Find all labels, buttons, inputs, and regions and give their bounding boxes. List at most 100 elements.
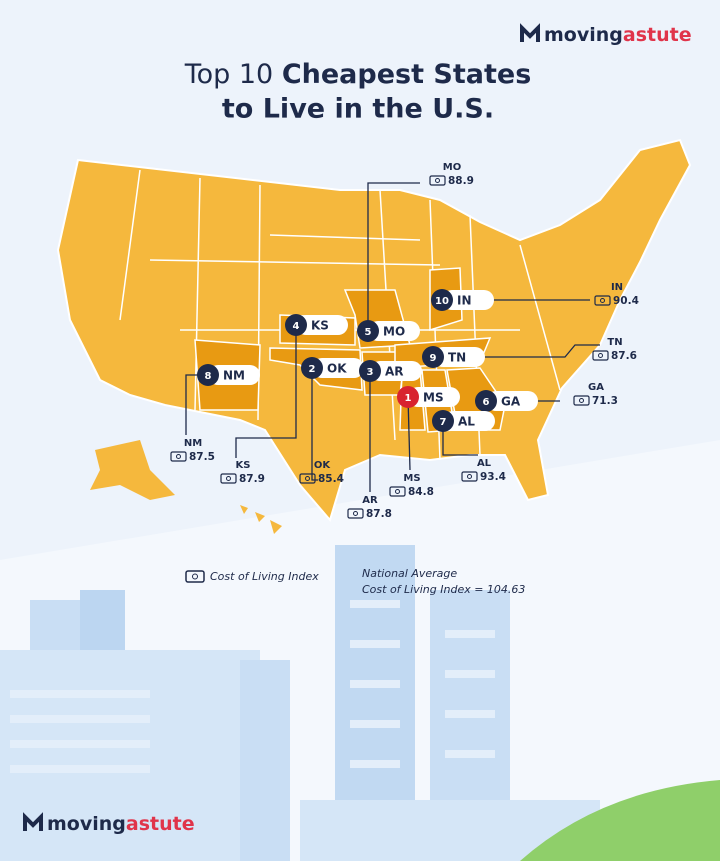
brand-text: movingastute <box>544 24 692 46</box>
callout-value: 84.8 <box>408 486 434 498</box>
state-pill <box>486 391 538 411</box>
rank-badge <box>197 364 219 386</box>
title-bold: Cheapest States <box>282 59 531 90</box>
state-pill <box>312 358 364 378</box>
state-pill <box>368 321 420 341</box>
leader-line <box>433 344 600 358</box>
note-line1: National Average <box>362 567 457 580</box>
brand-icon <box>520 23 540 42</box>
state-pill <box>443 411 495 431</box>
legend: Cost of Living Index <box>185 570 319 583</box>
money-icon <box>592 350 609 361</box>
leader-line <box>407 396 411 471</box>
money-icon <box>170 451 187 462</box>
callout-value: 87.9 <box>239 473 265 485</box>
leader-line <box>311 368 318 481</box>
state-abbr: NM <box>223 369 245 383</box>
state-pill <box>208 365 260 385</box>
money-icon-dot <box>467 474 472 479</box>
title: Top 10 Cheapest States <box>184 59 532 90</box>
money-icon-dot <box>598 353 603 358</box>
legend-label: Cost of Living Index <box>210 570 319 583</box>
money-icon-dot <box>226 476 231 481</box>
rank-number: 2 <box>309 364 316 375</box>
money-icon-dot <box>579 398 584 403</box>
brand-part: moving <box>47 813 126 835</box>
callout-abbr: KS <box>236 460 251 471</box>
rank-badge <box>285 314 307 336</box>
us-map: 1 MS MS 84.8 2 OK OK 85.4 3 AR AR 87.8 4 KS KS 87.9 5 MO M… <box>56 138 692 534</box>
money-icon <box>299 473 316 484</box>
state-abbr: KS <box>311 319 329 333</box>
leader-line <box>235 325 297 458</box>
state-abbr: AR <box>385 365 404 379</box>
state-pill <box>433 347 485 367</box>
money-icon-dot <box>395 489 400 494</box>
brand-part: astute <box>623 24 692 46</box>
state-abbr: OK <box>327 362 347 376</box>
rank-badge <box>301 357 323 379</box>
callout-abbr: MS <box>403 473 420 484</box>
money-icon <box>573 395 590 406</box>
hill <box>520 780 720 861</box>
brand-logo-bottom: movingastute <box>23 812 195 835</box>
callout-value: 87.6 <box>611 350 637 362</box>
money-icon <box>461 471 478 482</box>
callout-abbr: NM <box>184 438 202 449</box>
title-line2: to Live in the U.S. <box>222 94 494 125</box>
money-icon <box>594 295 611 306</box>
state-pill <box>370 361 422 381</box>
callout-abbr: IN <box>611 282 623 293</box>
brand-part: astute <box>126 813 195 835</box>
money-icon <box>429 175 446 186</box>
leader-line <box>442 421 478 456</box>
rank-badge <box>357 320 379 342</box>
state-abbr: AL <box>458 415 475 429</box>
money-icon-dot <box>600 298 605 303</box>
callout-value: 85.4 <box>318 473 344 485</box>
rank-badge <box>432 410 454 432</box>
money-icon <box>220 473 237 484</box>
rank-number: 6 <box>483 397 490 408</box>
callout-value: 87.8 <box>366 508 392 520</box>
alaska <box>90 440 175 500</box>
state-pill <box>408 387 460 407</box>
state-pill <box>296 315 348 335</box>
legend-icon <box>185 570 205 583</box>
callout-value: 87.5 <box>189 451 215 463</box>
callout-value: 93.4 <box>480 471 506 483</box>
rank-badge <box>475 390 497 412</box>
callout-abbr: MO <box>443 162 461 173</box>
money-icon-dot <box>176 454 181 459</box>
money-icon-dot <box>353 511 358 516</box>
hawaii <box>240 505 282 534</box>
money-icon <box>347 508 364 519</box>
callout-value: 71.3 <box>592 395 618 407</box>
callout-value: 88.9 <box>448 175 474 187</box>
brand-icon <box>23 812 43 831</box>
rank-number: 7 <box>440 417 447 428</box>
state-abbr: TN <box>448 351 466 365</box>
rank-number: 9 <box>430 353 437 364</box>
rank-badge <box>431 289 453 311</box>
callout-abbr: TN <box>607 337 622 348</box>
callout-value: 90.4 <box>613 295 639 307</box>
brand-part: moving <box>544 24 623 46</box>
rank-badge <box>359 360 381 382</box>
rank-number: 10 <box>435 296 449 307</box>
windows <box>10 600 495 773</box>
state-abbr: MO <box>383 325 405 339</box>
title-regular: Top 10 <box>184 59 274 90</box>
brand-logo: movingastute <box>520 23 692 46</box>
callout-abbr: AR <box>362 495 378 506</box>
rank-number: 4 <box>293 321 300 332</box>
state-abbr: IN <box>457 294 472 308</box>
state-pill <box>442 290 494 310</box>
money-icon <box>389 486 406 497</box>
state-markers: 1 MS MS 84.8 2 OK OK 85.4 3 AR AR 87.8 4 KS KS 87.9 5 MO M… <box>170 162 639 520</box>
skyline <box>0 545 600 861</box>
rank-number: 5 <box>365 327 372 338</box>
callout-abbr: OK <box>314 460 332 471</box>
state-abbr: GA <box>501 395 521 409</box>
